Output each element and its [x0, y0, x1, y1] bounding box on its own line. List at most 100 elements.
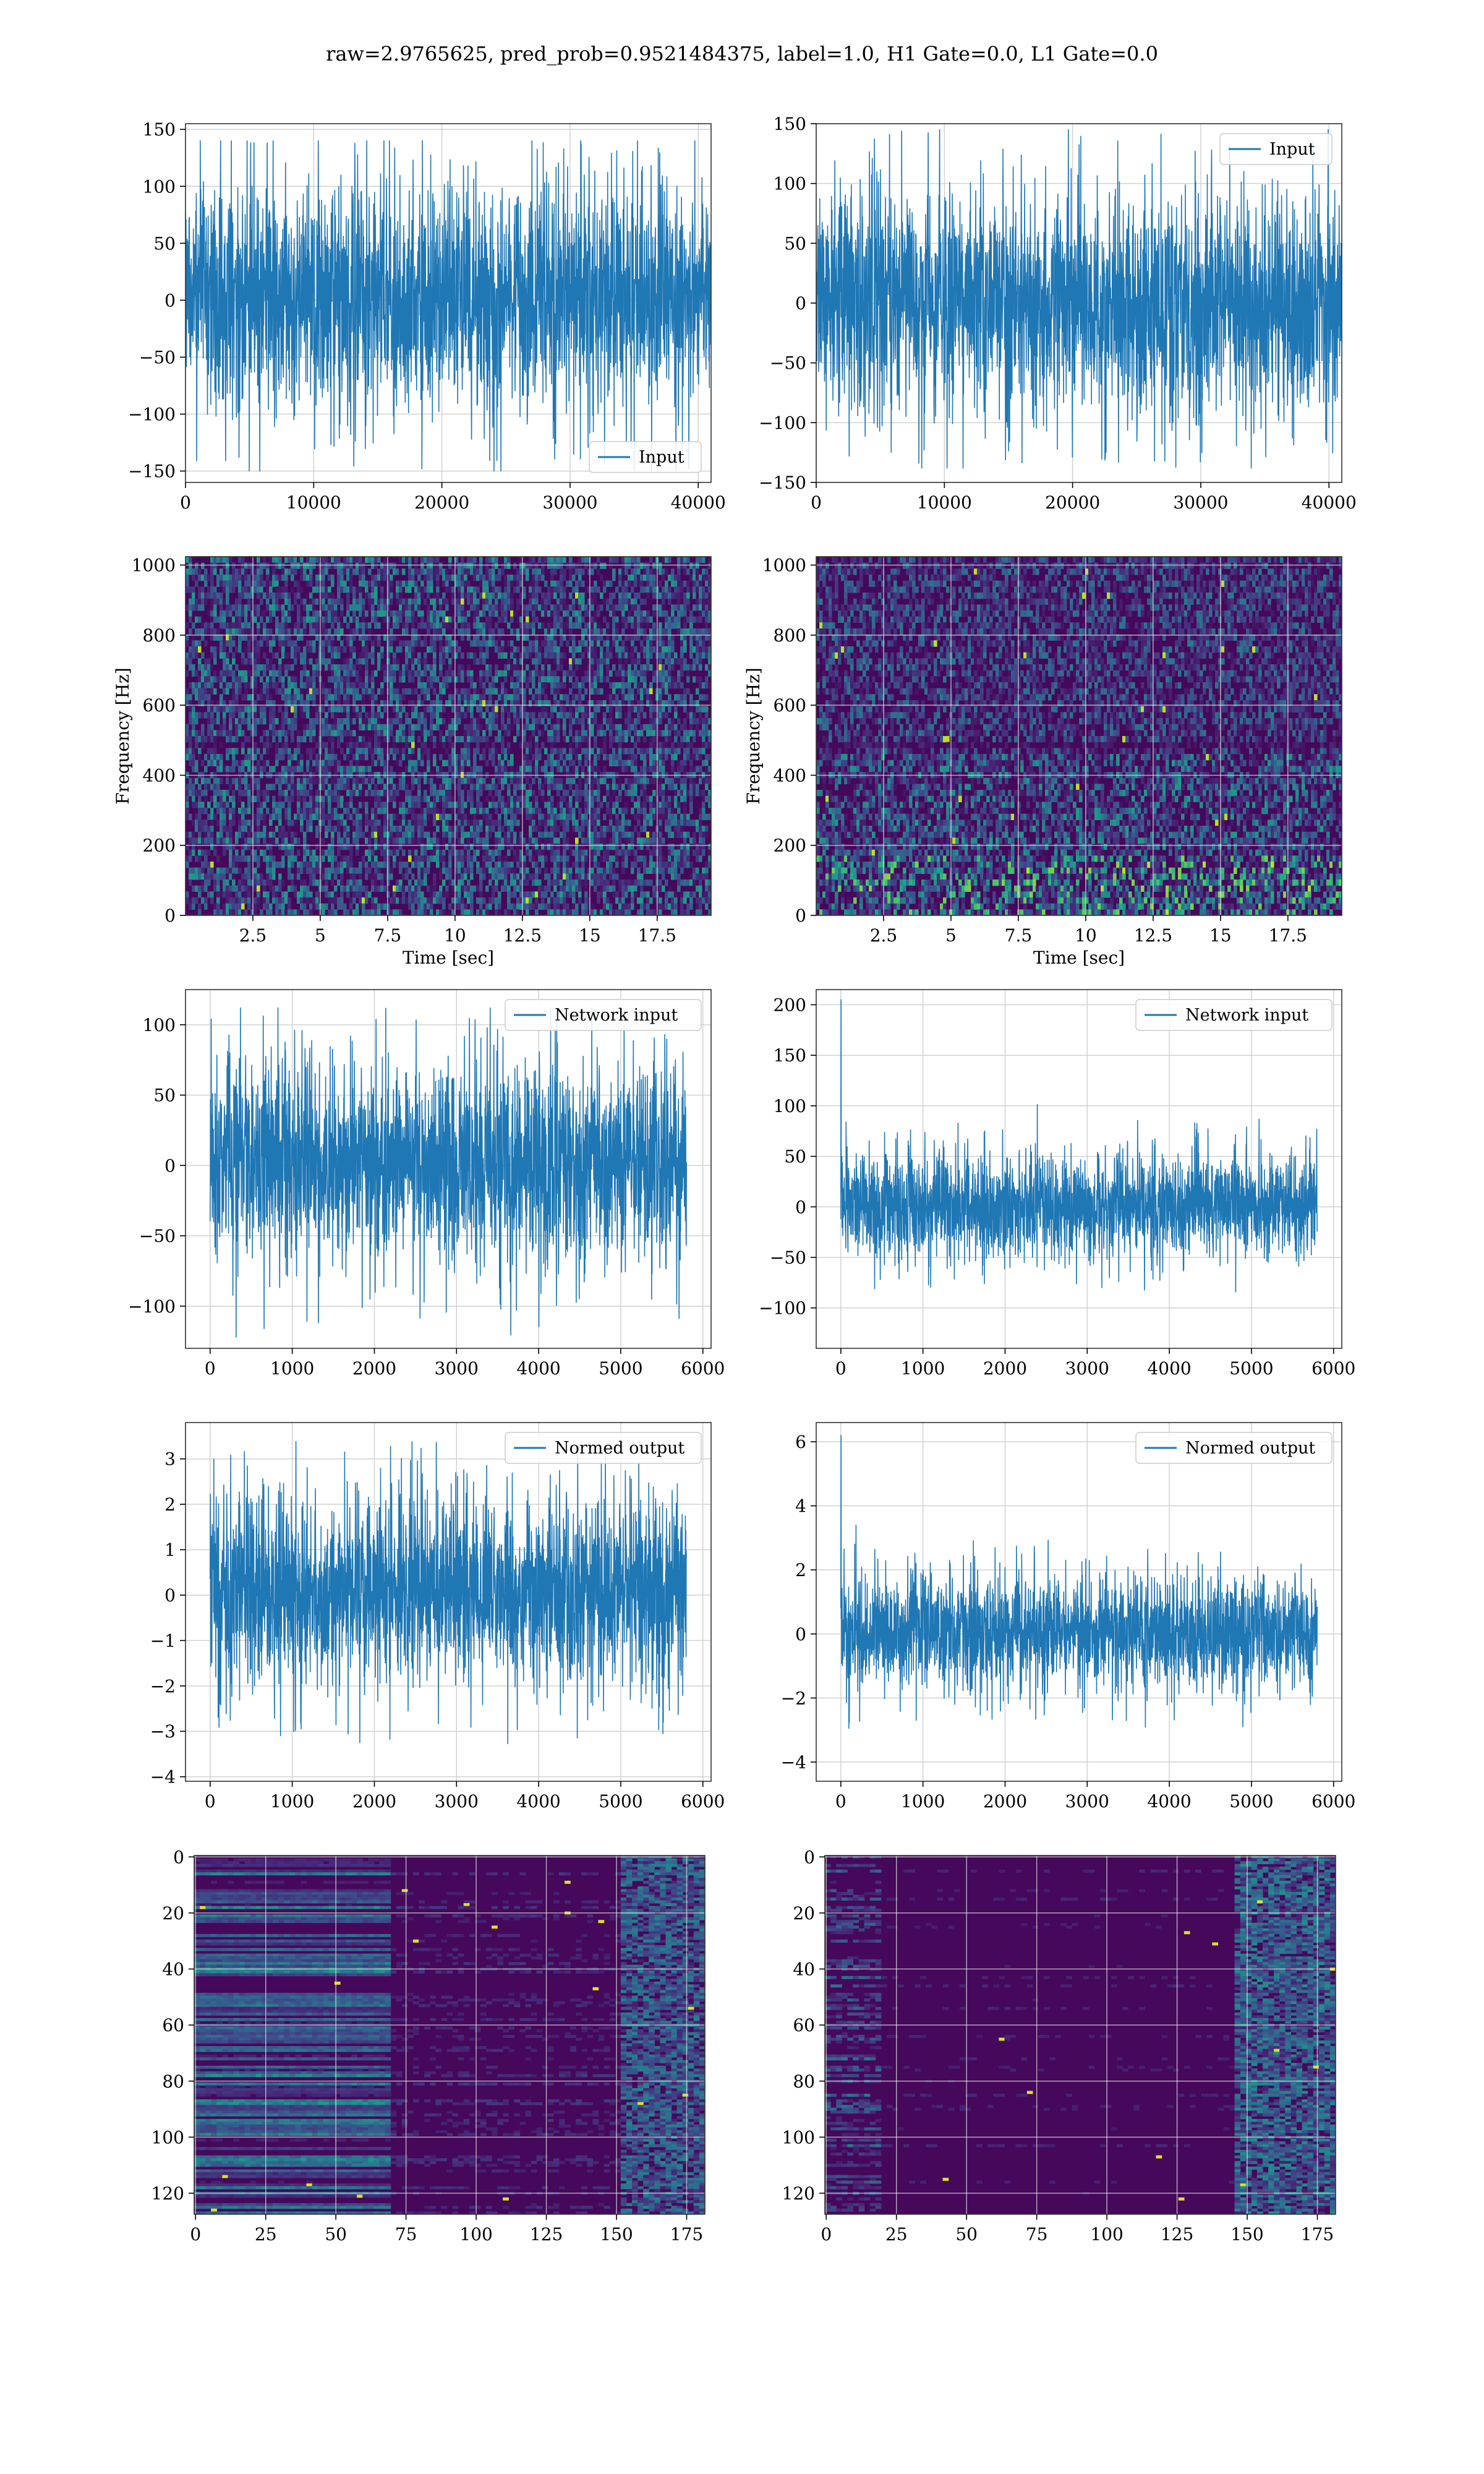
h1-spectrogram-cell: [383, 790, 387, 797]
h1-spectrogram-cell: [618, 700, 622, 707]
h1-spectrogram-cell: [705, 664, 709, 671]
h1-spectrogram-cell: [269, 604, 273, 611]
h1-spectrogram-cell: [597, 586, 600, 593]
h1-spectrogram-cell: [640, 575, 644, 581]
h1-spectrogram-cell: [204, 568, 208, 575]
h1-spectrogram-cell: [535, 640, 539, 647]
h1-spectrogram-cell: [689, 760, 693, 766]
h1-spectrogram-cell: [192, 652, 195, 659]
h1-spectrogram-cell: [560, 652, 563, 659]
h1-spectrogram-cell: [686, 580, 690, 587]
h1-spectrogram-cell: [597, 766, 600, 773]
h1-spectrogram-cell: [195, 646, 198, 653]
h1-spectrogram-cell: [606, 652, 610, 659]
h1-spectrogram-cell: [671, 664, 675, 671]
h1-spectrogram-cell: [594, 640, 597, 647]
h1-spectrogram-cell: [427, 730, 430, 737]
h1-spectrogram-cell: [522, 760, 526, 766]
h1-spectrogram-cell: [609, 736, 613, 743]
h1-spectrogram-cell: [696, 700, 699, 707]
h1-spectrogram-cell: [621, 676, 625, 683]
h1-spectrogram-cell: [686, 748, 690, 755]
h1-spectrogram-cell: [693, 712, 696, 719]
h1-spectrogram-cell: [686, 664, 690, 671]
h1-spectrogram-cell: [414, 802, 418, 808]
h1-spectrogram-cell: [464, 742, 467, 748]
h1-spectrogram-cell: [689, 706, 693, 713]
h1-spectrogram-cell: [461, 688, 464, 695]
h1-spectrogram-cell: [575, 646, 579, 653]
h1-spectrogram-cell: [201, 604, 205, 611]
h1-spectrogram-cell: [346, 557, 350, 563]
h1-spectrogram-cell: [504, 730, 508, 737]
h1-spectrogram-cell: [606, 724, 610, 730]
h1-spectrogram-cell: [628, 766, 631, 773]
h1-spectrogram-cell: [625, 682, 628, 689]
h1-spectrogram-cell: [294, 688, 297, 695]
h1-spectrogram-cell: [436, 795, 440, 802]
h1-spectrogram-cell: [482, 808, 486, 815]
h1-spectrogram-cell: [213, 688, 217, 695]
h1-spectrogram-cell: [516, 724, 520, 730]
h1-spectrogram-cell: [420, 712, 424, 719]
h1-spectrogram-cell: [470, 700, 474, 707]
h1-spectrogram-cell: [507, 604, 511, 611]
h1-spectrogram-cell: [578, 562, 582, 569]
h1-spectrogram-cell: [584, 712, 588, 719]
h1-spectrogram-cell: [346, 730, 350, 737]
h1-spectrogram-cell: [587, 610, 591, 617]
h1-spectrogram-cell: [343, 580, 347, 587]
h1-spectrogram-cell: [649, 616, 653, 623]
h1-spectrogram-cell: [448, 646, 452, 653]
h1-spectrogram-cell: [702, 730, 706, 737]
h1-spectrogram-cell: [380, 586, 384, 593]
h1-spectrogram-cell: [606, 790, 610, 797]
h1-spectrogram-cell: [235, 760, 239, 766]
h1-spectrogram-cell: [281, 568, 285, 575]
h1-spectrogram-cell: [498, 646, 501, 653]
h1-spectrogram-cell: [458, 784, 461, 790]
h1-spectrogram-cell: [247, 562, 251, 569]
h1-spectrogram-cell: [578, 777, 582, 784]
h1-spectrogram-cell: [306, 604, 310, 611]
h1-spectrogram-cell: [257, 562, 260, 569]
h1-spectrogram-cell: [195, 575, 198, 581]
h1-spectrogram-cell: [244, 784, 248, 790]
h1-spectrogram-cell: [192, 593, 195, 599]
h1-spectrogram-cell: [306, 813, 310, 820]
h1-spectrogram-cell: [659, 593, 662, 599]
h1-spectrogram-cell: [637, 670, 641, 677]
h1-spectrogram-cell: [244, 790, 248, 797]
h1-spectrogram-cell: [621, 598, 625, 605]
h1-spectrogram-cell: [362, 754, 365, 761]
h1-spectrogram-cell: [485, 616, 489, 623]
h1-spectrogram-cell: [553, 688, 557, 695]
h1-spectrogram-cell: [414, 706, 418, 713]
h1-spectrogram-cell: [359, 748, 362, 755]
h1-spectrogram-cell: [439, 790, 443, 797]
h1-spectrogram-cell: [216, 706, 220, 713]
h1-spectrogram-cell: [504, 688, 508, 695]
h1-spectrogram-cell: [445, 646, 449, 653]
h1-spectrogram-cell: [649, 700, 653, 707]
h1-spectrogram-cell: [665, 700, 668, 707]
h1-spectrogram-cell: [649, 748, 653, 755]
h1-spectrogram-cell: [346, 568, 350, 575]
h1-spectrogram-cell: [575, 718, 579, 725]
h1-spectrogram-cell: [359, 610, 362, 617]
h1-spectrogram-cell: [458, 795, 461, 802]
h1-spectrogram-cell: [263, 688, 267, 695]
h1-spectrogram-cell: [476, 628, 480, 635]
h1-spectrogram-cell: [680, 795, 684, 802]
h1-spectrogram-cell: [516, 604, 520, 611]
h1-spectrogram-cell: [331, 730, 335, 737]
h1-spectrogram-cell: [522, 694, 526, 701]
h1-spectrogram-cell: [220, 694, 223, 701]
h1-spectrogram-cell: [591, 766, 594, 773]
h1-spectrogram-cell: [591, 646, 594, 653]
h1-spectrogram-cell: [560, 580, 563, 587]
h1-spectrogram-cell: [671, 742, 675, 748]
h1-spectrogram-cell: [195, 640, 198, 647]
h1-spectrogram-cell: [516, 688, 520, 695]
h1-spectrogram-cell: [479, 593, 483, 599]
